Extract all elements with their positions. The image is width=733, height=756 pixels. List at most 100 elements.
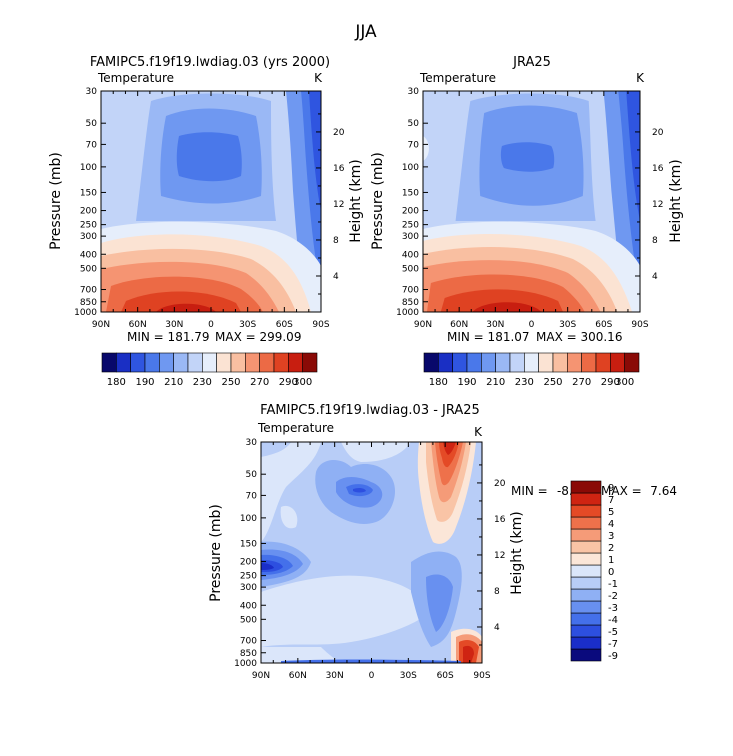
ytick-label: 150 [240, 539, 257, 549]
y2tick-label: 20 [652, 128, 664, 138]
colorbar-swatch [245, 352, 260, 373]
xtick-label: 60S [595, 320, 612, 330]
xtick-label: 30N [165, 320, 183, 330]
colorbar-label: -4 [608, 615, 618, 626]
colorbar-swatch [144, 352, 160, 373]
xtick-label: 90N [252, 671, 270, 681]
colorbar-swatch [570, 480, 602, 494]
panel-2-ylabel: Pressure (mb) [370, 152, 386, 250]
ytick-label: 850 [80, 298, 97, 308]
xtick-label: 60S [437, 671, 454, 681]
panel-3-plot [260, 441, 483, 664]
colorbar-label: 0 [608, 567, 614, 578]
p2-contour-coldest-right [626, 91, 640, 221]
panel-1-plot [100, 90, 322, 313]
colorbar-label: -2 [608, 591, 618, 602]
p3-contour-m4-right-lower [426, 574, 453, 632]
y2tick-label: 12 [652, 200, 663, 210]
p3-contour-m1-lower [261, 575, 431, 647]
colorbar-label: -5 [608, 627, 618, 638]
colorbar-swatch [570, 516, 602, 530]
colorbar-swatch [423, 352, 439, 373]
panel-1-axes: 305070100150200250300400500700850100090N… [74, 87, 345, 330]
panel-2-obs: JRA25 Temperature K [419, 55, 645, 313]
panel-3-max-label: MAX = [601, 484, 642, 498]
colorbar-swatch [452, 352, 468, 373]
p2-contour-tropopause-core [500, 142, 555, 172]
colorbar-label: -9 [608, 651, 618, 662]
ytick-label: 400 [402, 250, 419, 260]
colorbar-swatch [570, 636, 602, 650]
ytick-label: 1000 [74, 308, 97, 318]
colorbar-label: 250 [543, 377, 562, 388]
colorbar-swatch [187, 352, 203, 373]
colorbar-swatch [481, 352, 496, 373]
panel-1-max: MAX = 299.09 [215, 330, 301, 344]
p1-contour-band-6 [121, 291, 241, 312]
panel-3-axes: 305070100150200250300400500700850100090N… [234, 438, 506, 681]
colorbar-swatch [524, 352, 539, 373]
ytick-label: 70 [86, 140, 98, 150]
xtick-label: 30S [239, 320, 256, 330]
panel-3-min-label: MIN = [511, 484, 548, 498]
xtick-label: 90S [312, 320, 329, 330]
y2tick-label: 12 [494, 551, 505, 561]
p1-contour-coldest-right [309, 91, 321, 211]
ytick-label: 300 [80, 232, 97, 242]
xtick-label: 90S [473, 671, 490, 681]
panel-2-title: JRA25 [512, 55, 551, 70]
colorbar-swatch [570, 564, 602, 578]
colorbar-label: 290 [601, 377, 620, 388]
colorbar-label: 7 [608, 495, 614, 506]
p3-contour-m6-center [353, 487, 366, 493]
colorbar-swatch [259, 352, 275, 373]
ytick-label: 400 [80, 250, 97, 260]
colorbar-label: 270 [250, 377, 269, 388]
ytick-label: 50 [86, 119, 98, 129]
ytick-label: 500 [240, 615, 257, 625]
ytick-label: 700 [80, 286, 97, 296]
ytick-label: 400 [240, 601, 257, 611]
panel-3-y2label: Height (km) [509, 511, 525, 594]
xtick-label: 60N [289, 671, 307, 681]
p3-contour-m7-left [261, 563, 274, 570]
colorbar-swatch [624, 352, 640, 373]
y2tick-label: 8 [494, 587, 500, 597]
panel-1-left-label: Temperature [97, 71, 174, 85]
xtick-label: 30N [326, 671, 344, 681]
panel-2-y2label: Height (km) [668, 159, 684, 242]
colorbar-label: 270 [572, 377, 591, 388]
colorbar-swatch [570, 600, 602, 614]
p3-contour-p4-plume [439, 442, 459, 468]
colorbar-swatch [438, 352, 453, 373]
colorbar-label: 300 [615, 377, 634, 388]
colorbar-label: 9 [608, 483, 614, 494]
ytick-label: 700 [402, 286, 419, 296]
ytick-label: 70 [246, 491, 258, 501]
colorbar-swatch [302, 352, 318, 373]
ytick-label: 200 [80, 207, 97, 217]
colorbar-swatch [570, 504, 602, 518]
colorbar-swatch [130, 352, 146, 373]
colorbar-swatch [581, 352, 597, 373]
colorbar-swatch [570, 624, 602, 638]
p3-contour-m1-bottom-left [261, 647, 341, 663]
panel-2-plot [422, 90, 641, 313]
colorbar-label: 180 [429, 377, 448, 388]
ytick-label: 300 [402, 232, 419, 242]
axes-layer: 305070100150200250300400500700850100090N… [74, 87, 664, 681]
p3-contour-m1-left [261, 442, 321, 542]
colorbar-swatch [552, 352, 568, 373]
colorbar-label: 300 [293, 377, 312, 388]
p3-contour-p5-plume [443, 442, 456, 455]
ytick-label: 500 [402, 264, 419, 274]
panel-3-max-value: 7.64 [650, 484, 677, 498]
colorbar-swatch [509, 352, 525, 373]
ytick-label: 200 [240, 558, 257, 568]
colorbar-swatch [101, 352, 117, 373]
colorbar-label: 1 [608, 555, 614, 566]
